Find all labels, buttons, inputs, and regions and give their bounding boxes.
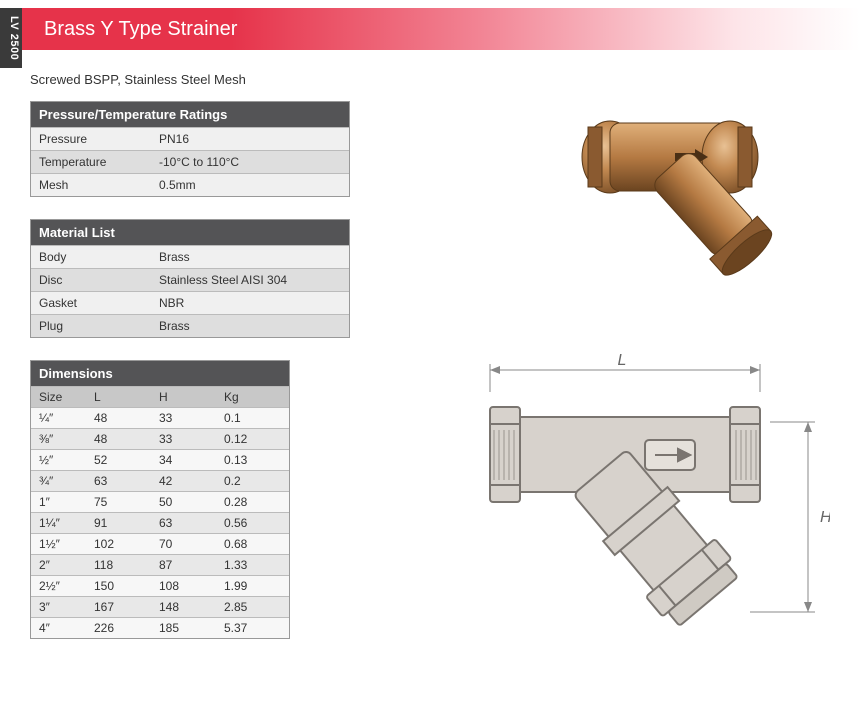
cell-l: 48 (86, 429, 151, 449)
cell-val: Brass (151, 315, 349, 337)
cell-kg: 0.56 (216, 513, 289, 533)
cell-size: ⅜″ (31, 429, 86, 449)
cell-size: ¼″ (31, 408, 86, 428)
table-row: DiscStainless Steel AISI 304 (31, 268, 349, 291)
cell-h: 42 (151, 471, 216, 491)
table-row: PlugBrass (31, 314, 349, 337)
ratings-table: Pressure/Temperature Ratings PressurePN1… (30, 101, 350, 197)
cell-kg: 2.85 (216, 597, 289, 617)
cell-h: 185 (151, 618, 216, 638)
cell-l: 91 (86, 513, 151, 533)
cell-kg: 0.28 (216, 492, 289, 512)
cell-size: 1½″ (31, 534, 86, 554)
cell-size: 4″ (31, 618, 86, 638)
cell-h: 87 (151, 555, 216, 575)
cell-h: 50 (151, 492, 216, 512)
col-l: L (86, 387, 151, 407)
cell-key: Body (31, 246, 151, 268)
cell-l: 48 (86, 408, 151, 428)
dimensions-header-row: Size L H Kg (31, 386, 289, 407)
table-row: ¼″48330.1 (31, 407, 289, 428)
cell-size: ½″ (31, 450, 86, 470)
cell-l: 118 (86, 555, 151, 575)
dimensions-table: Dimensions Size L H Kg ¼″48330.1⅜″48330.… (30, 360, 290, 639)
table-row: 4″2261855.37 (31, 617, 289, 638)
cell-key: Pressure (31, 128, 151, 150)
col-size: Size (31, 387, 86, 407)
table-row: GasketNBR (31, 291, 349, 314)
cell-h: 108 (151, 576, 216, 596)
subtitle: Screwed BSPP, Stainless Steel Mesh (30, 72, 850, 87)
materials-table: Material List BodyBrassDiscStainless Ste… (30, 219, 350, 338)
cell-size: ¾″ (31, 471, 86, 491)
dim-label-h: H (820, 509, 830, 526)
cell-val: PN16 (151, 128, 349, 150)
cell-kg: 0.12 (216, 429, 289, 449)
cell-l: 102 (86, 534, 151, 554)
cell-l: 226 (86, 618, 151, 638)
technical-diagram: L H (450, 352, 830, 642)
table-row: PressurePN16 (31, 127, 349, 150)
table-row: ¾″63420.2 (31, 470, 289, 491)
header-bar: Brass Y Type Strainer (22, 8, 860, 50)
cell-h: 70 (151, 534, 216, 554)
table-row: 3″1671482.85 (31, 596, 289, 617)
cell-key: Mesh (31, 174, 151, 196)
cell-h: 33 (151, 408, 216, 428)
cell-kg: 0.1 (216, 408, 289, 428)
dim-label-l: L (618, 352, 627, 369)
cell-l: 150 (86, 576, 151, 596)
cell-size: 1″ (31, 492, 86, 512)
cell-val: NBR (151, 292, 349, 314)
table-row: Mesh0.5mm (31, 173, 349, 196)
col-h: H (151, 387, 216, 407)
table-row: BodyBrass (31, 245, 349, 268)
cell-key: Disc (31, 269, 151, 291)
cell-kg: 1.33 (216, 555, 289, 575)
page-title: Brass Y Type Strainer (44, 18, 237, 41)
cell-key: Temperature (31, 151, 151, 173)
cell-l: 167 (86, 597, 151, 617)
cell-l: 52 (86, 450, 151, 470)
table-row: 2″118871.33 (31, 554, 289, 575)
table-row: ½″52340.13 (31, 449, 289, 470)
cell-size: 3″ (31, 597, 86, 617)
cell-kg: 0.13 (216, 450, 289, 470)
product-photo (550, 87, 810, 287)
cell-key: Gasket (31, 292, 151, 314)
cell-kg: 1.99 (216, 576, 289, 596)
cell-kg: 0.68 (216, 534, 289, 554)
dimensions-title: Dimensions (31, 361, 289, 386)
content-area: Screwed BSPP, Stainless Steel Mesh Press… (30, 72, 850, 698)
table-row: Temperature-10°C to 110°C (31, 150, 349, 173)
table-row: 1″75500.28 (31, 491, 289, 512)
cell-h: 33 (151, 429, 216, 449)
cell-val: Brass (151, 246, 349, 268)
cell-val: Stainless Steel AISI 304 (151, 269, 349, 291)
ratings-title: Pressure/Temperature Ratings (31, 102, 349, 127)
table-row: ⅜″48330.12 (31, 428, 289, 449)
materials-title: Material List (31, 220, 349, 245)
cell-val: 0.5mm (151, 174, 349, 196)
cell-h: 63 (151, 513, 216, 533)
table-row: 2½″1501081.99 (31, 575, 289, 596)
cell-kg: 5.37 (216, 618, 289, 638)
cell-size: 1¼″ (31, 513, 86, 533)
cell-size: 2½″ (31, 576, 86, 596)
cell-h: 34 (151, 450, 216, 470)
table-row: 1½″102700.68 (31, 533, 289, 554)
table-row: 1¼″91630.56 (31, 512, 289, 533)
cell-kg: 0.2 (216, 471, 289, 491)
col-kg: Kg (216, 387, 289, 407)
cell-l: 75 (86, 492, 151, 512)
cell-key: Plug (31, 315, 151, 337)
cell-val: -10°C to 110°C (151, 151, 349, 173)
cell-l: 63 (86, 471, 151, 491)
side-product-code: LV 2500 (0, 8, 22, 68)
cell-size: 2″ (31, 555, 86, 575)
cell-h: 148 (151, 597, 216, 617)
